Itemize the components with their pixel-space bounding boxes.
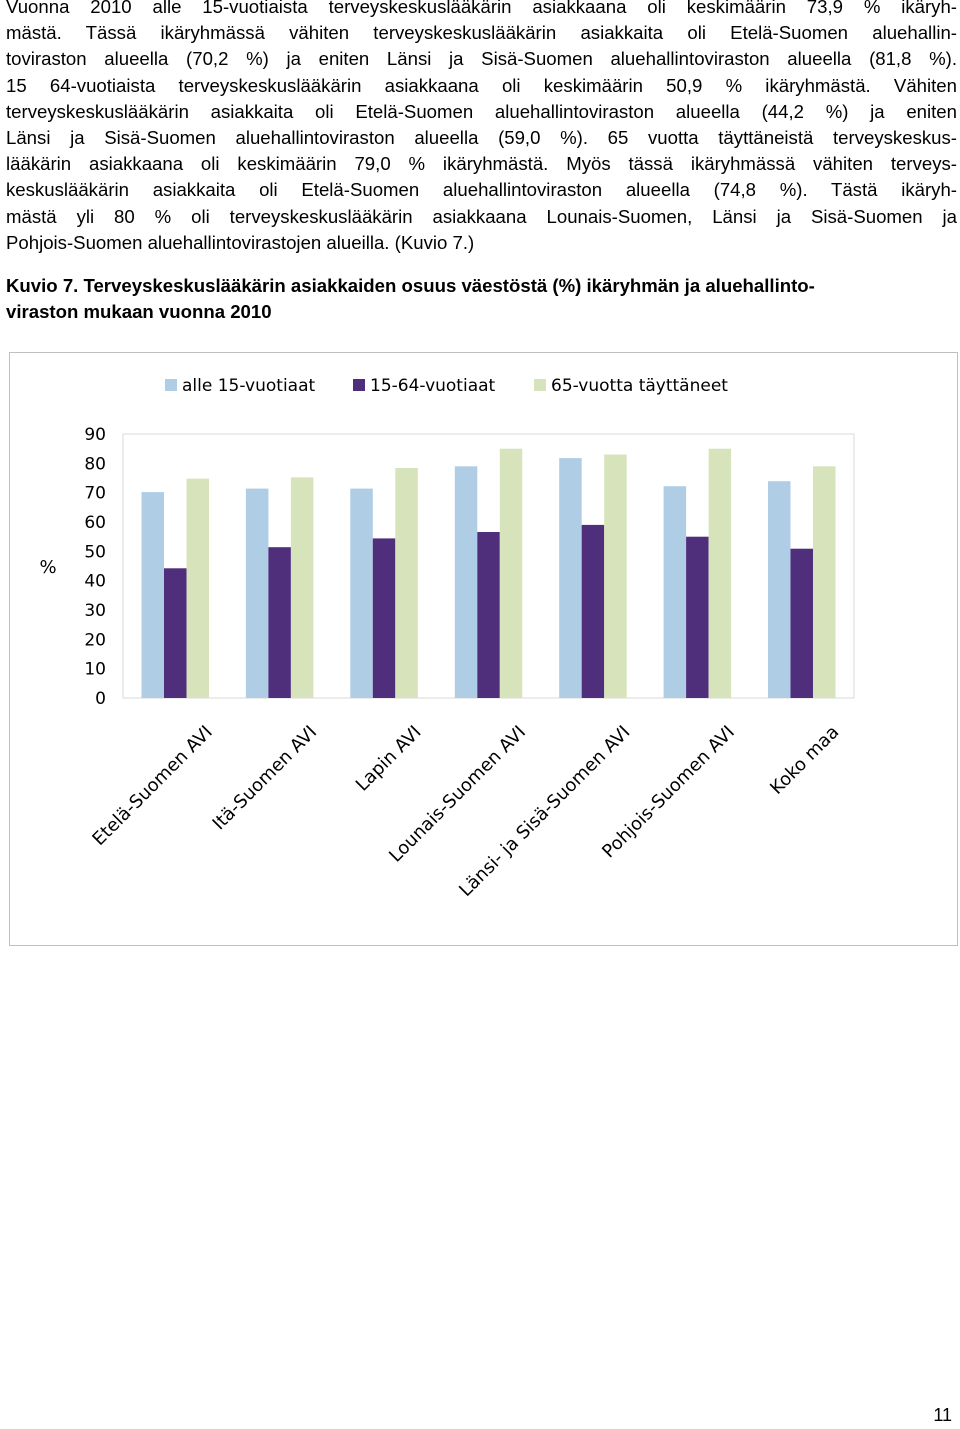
y-tick-label: 20 (84, 630, 106, 650)
bar (268, 547, 291, 698)
body-paragraph: Vuonna 2010 alle 15-vuotiaista terveyske… (6, 0, 957, 256)
legend-label: alle 15-vuotiaat (182, 376, 315, 396)
category-label: Länsi- ja Sisä-Suomen AVI (455, 722, 634, 901)
chart-frame: 0 10 20 30 40 50 60 70 80 90% Etelä-Suomen AVI Itä-… (9, 352, 958, 946)
category-label: Etelä-Suomen AVI (88, 722, 216, 850)
bar (372, 538, 396, 698)
paragraph-line: Pohjois-Suomen aluehallintovirastojen al… (6, 231, 475, 253)
paragraph-line: mästä yli 80 % oli terveyskeskuslääkärin… (6, 205, 957, 227)
y-tick-label: 0 (95, 689, 106, 709)
bar (581, 524, 605, 698)
caption-line: Kuvio 7. Terveyskeskuslääkärin asiakkaid… (6, 275, 815, 296)
bar (350, 488, 373, 698)
y-tick-label: 30 (84, 601, 106, 621)
y-axis-label: % (39, 557, 56, 578)
category-label: Itä-Suomen AVI (209, 722, 322, 835)
y-tick-label: 10 (84, 660, 106, 680)
y-tick-label: 90 (84, 425, 106, 445)
paragraph-line: terveyskeskuslääkärin asiakkaita oli Ete… (6, 100, 957, 122)
bar (499, 448, 523, 698)
bar (164, 568, 187, 698)
legend-swatch (534, 379, 546, 391)
legend-label: 65-vuotta täyttäneet (551, 376, 728, 396)
legend-swatch (165, 379, 177, 391)
bar (395, 468, 418, 698)
bar (245, 488, 269, 698)
y-tick-label: 40 (84, 572, 106, 592)
legend-label: 15-64-vuotiaat (370, 376, 496, 396)
bar (663, 486, 687, 698)
category-label: Lapin AVI (352, 722, 426, 796)
bar (477, 532, 500, 698)
bar (604, 454, 627, 698)
paragraph-line: Länsi ja Sisä-Suomen aluehallintovirasto… (6, 126, 957, 148)
bar (559, 458, 582, 698)
category-label: Koko maa (766, 722, 843, 799)
caption-line: viraston mukaan vuonna 2010 (6, 301, 272, 322)
bar (186, 478, 209, 698)
paragraph-line: lääkärin asiakkaana oli keskimäärin 79,0… (6, 153, 957, 175)
bar (686, 536, 709, 698)
bar (141, 492, 164, 698)
bar (708, 448, 732, 698)
y-tick-label: 50 (84, 542, 106, 562)
bar-chart: 0 10 20 30 40 50 60 70 80 90% Etelä-Suomen AVIItä-… (39, 376, 855, 901)
figure-caption: Kuvio 7. Terveyskeskuslääkärin asiakkaid… (6, 273, 957, 325)
paragraph-line: keskuslääkärin asiakkaita oli Etelä-Suom… (6, 179, 957, 201)
y-tick-label: 60 (84, 513, 106, 533)
paragraph-line: 15 64-vuotiaista terveyskeskuslääkärin a… (6, 74, 957, 96)
legend-swatch (353, 379, 365, 391)
bar (768, 481, 791, 698)
y-tick-label: 70 (84, 484, 106, 504)
paragraph-line: Vuonna 2010 alle 15-vuotiaista terveyske… (6, 0, 957, 17)
paragraph-line: mästä. Tässä ikäryhmässä vähiten terveys… (6, 22, 957, 44)
bar (790, 548, 813, 698)
page-number: 11 (933, 1405, 952, 1425)
bar (813, 466, 836, 698)
paragraph-line: toviraston alueella (70,2 %) ja eniten L… (6, 48, 957, 70)
y-tick-label: 80 (84, 454, 106, 474)
bar (454, 466, 478, 698)
bar (290, 477, 314, 698)
